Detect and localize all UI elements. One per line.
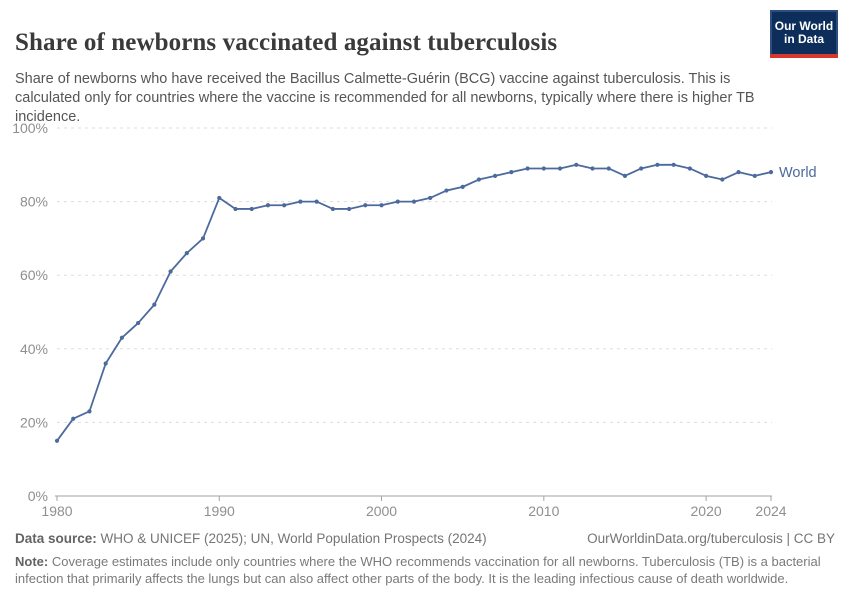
data-point-2019[interactable] [687, 166, 692, 171]
x-tick-label-2020: 2020 [691, 503, 722, 519]
chart-canvas: 0% 20% 40% 60% 80% 100% 1980 1990 2000 2010 2020 20… [12, 120, 817, 519]
owid-attribution-link[interactable]: OurWorldinData.org/tuberculosis | CC BY [587, 531, 835, 546]
y-tick-label-0: 0% [28, 488, 48, 504]
data-point-2012[interactable] [574, 162, 579, 167]
owid-logo-line2: in Data [783, 32, 824, 46]
data-point-1982[interactable] [87, 409, 92, 414]
x-tick-label-1990: 1990 [204, 503, 235, 519]
x-tick-label-2010: 2010 [528, 503, 559, 519]
data-point-2009[interactable] [525, 166, 530, 171]
x-tick-label-1980: 1980 [41, 503, 72, 519]
data-point-1997[interactable] [330, 206, 335, 212]
source-row: Data source: WHO & UNICEF (2025); UN, Wo… [15, 531, 835, 546]
note-text: Coverage estimates include only countrie… [15, 554, 821, 586]
data-point-2005[interactable] [460, 184, 465, 189]
y-tick-label-100: 100% [12, 120, 48, 136]
chart-subtitle: Share of newborns who have received the … [15, 70, 755, 125]
data-point-2016[interactable] [639, 166, 644, 171]
data-point-1999[interactable] [363, 203, 368, 208]
data-point-2007[interactable] [493, 173, 498, 178]
y-tick-label-20: 20% [20, 414, 48, 430]
data-point-2021[interactable] [720, 177, 725, 182]
data-point-2006[interactable] [476, 177, 482, 182]
data-point-1989[interactable] [200, 236, 206, 241]
data-point-1996[interactable] [314, 199, 319, 204]
data-point-1981[interactable] [71, 416, 76, 421]
x-tick-label-2024: 2024 [755, 503, 786, 519]
y-tick-label-40: 40% [20, 341, 48, 357]
owid-logo[interactable]: Our World in Data [770, 10, 838, 54]
data-point-1980[interactable] [54, 438, 60, 443]
data-source-label: Data source: [15, 531, 97, 546]
owid-logo-line1: Our World [774, 19, 834, 33]
data-point-1991[interactable] [233, 206, 238, 212]
data-point-2015[interactable] [622, 173, 628, 178]
data-point-1984[interactable] [119, 335, 125, 340]
data-point-2013[interactable] [590, 166, 595, 171]
data-point-2004[interactable] [444, 188, 449, 193]
data-point-1990[interactable] [217, 195, 222, 201]
data-point-2014[interactable] [606, 166, 611, 171]
data-point-2001[interactable] [395, 199, 400, 204]
data-point-1987[interactable] [168, 269, 173, 274]
data-point-2011[interactable] [557, 166, 563, 171]
data-point-2010[interactable] [541, 166, 546, 171]
data-point-2020[interactable] [703, 173, 709, 178]
data-point-1993[interactable] [265, 203, 271, 208]
data-point-2022[interactable] [736, 170, 741, 175]
data-point-2000[interactable] [379, 203, 384, 208]
note-label: Note: [15, 554, 49, 569]
data-source-line: Data source: WHO & UNICEF (2025); UN, Wo… [15, 531, 487, 546]
y-tick-label-60: 60% [20, 267, 48, 283]
data-point-2018[interactable] [671, 162, 676, 167]
line-chart: 0% 20% 40% 60% 80% 100% 1980 1990 2000 2010 2020 20… [0, 112, 850, 524]
series-label-world[interactable]: World [779, 165, 817, 181]
data-point-2008[interactable] [509, 170, 514, 175]
chart-note: Note: Coverage estimates include only co… [15, 553, 835, 587]
data-point-1986[interactable] [152, 302, 157, 307]
data-point-1995[interactable] [298, 199, 303, 204]
data-point-1985[interactable] [136, 320, 141, 326]
data-point-2017[interactable] [655, 162, 660, 167]
data-source-text: WHO & UNICEF (2025); UN, World Populatio… [100, 531, 487, 546]
data-point-2023[interactable] [752, 173, 757, 178]
data-point-1994[interactable] [282, 203, 287, 208]
data-point-2003[interactable] [428, 195, 433, 201]
data-point-1983[interactable] [103, 361, 108, 366]
chart-footer: Data source: WHO & UNICEF (2025); UN, Wo… [15, 531, 835, 587]
data-point-2024[interactable] [768, 170, 774, 175]
data-point-1988[interactable] [184, 251, 189, 256]
y-tick-label-80: 80% [20, 194, 48, 210]
data-point-1998[interactable] [346, 206, 352, 212]
x-tick-label-2000: 2000 [366, 503, 397, 519]
owid-logo-red-stripe [770, 54, 838, 58]
data-point-1992[interactable] [249, 206, 254, 212]
series-line-world[interactable] [56, 163, 772, 442]
data-point-2002[interactable] [411, 199, 417, 204]
page-title: Share of newborns vaccinated against tub… [15, 28, 558, 56]
